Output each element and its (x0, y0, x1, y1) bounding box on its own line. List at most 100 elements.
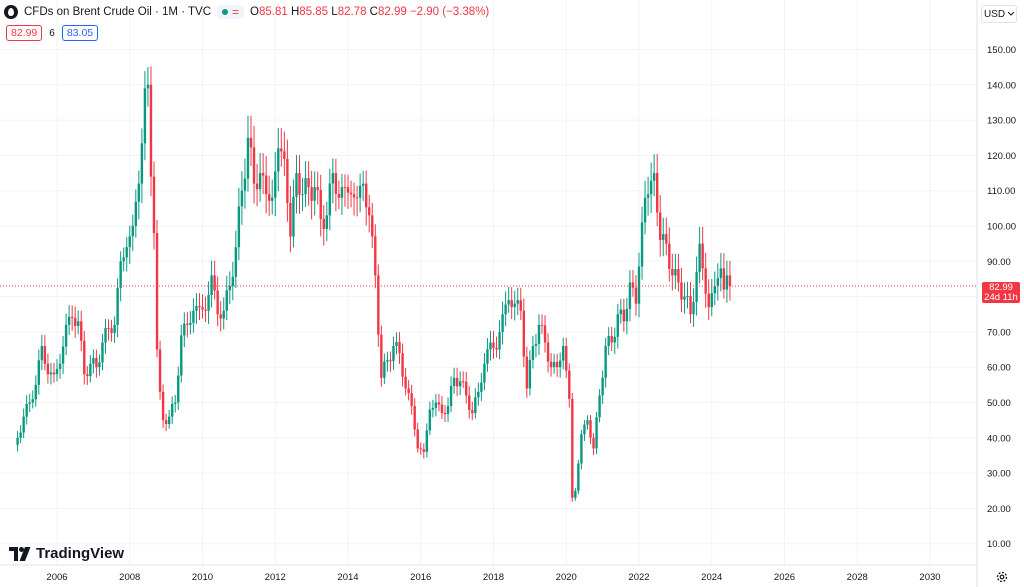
candle-body (40, 346, 44, 361)
candle-body (295, 173, 298, 197)
candle-body (271, 197, 274, 201)
candle-body (337, 193, 341, 198)
candle-body (662, 234, 665, 241)
price-tick-label: 100.00 (987, 222, 1016, 233)
candle-body (183, 323, 186, 336)
candle-body (598, 395, 601, 418)
candle-body (204, 309, 207, 311)
candle-body (643, 197, 647, 223)
sell-button[interactable]: 82.99 (6, 25, 43, 41)
candle-body (246, 137, 250, 179)
price-tick-label: 10.00 (987, 539, 1011, 550)
price-tick-label: 150.00 (987, 45, 1016, 56)
candle-body (25, 403, 28, 417)
candle-body (368, 207, 371, 216)
ohlc-values: O85.81 H85.85 L82.78 C82.99 −2.90 (−3.38… (250, 6, 489, 18)
candle-body (455, 377, 459, 387)
candle-body (413, 406, 416, 430)
candle-body (674, 269, 677, 276)
candle-body (510, 300, 513, 307)
candle-body (695, 271, 698, 303)
candle-body (170, 403, 174, 417)
candle-body (364, 183, 368, 208)
candle-body (86, 374, 89, 377)
price-tick-label: 40.00 (987, 433, 1011, 444)
candle-body (689, 296, 692, 315)
candle-body (628, 282, 632, 310)
candle-body (234, 247, 238, 277)
spread-value: 6 (49, 27, 55, 39)
price-tick-label: 90.00 (987, 257, 1011, 268)
candle-body (565, 346, 568, 371)
candle-body (428, 409, 432, 431)
candle-body (186, 323, 189, 325)
candle-body (728, 275, 732, 287)
candle-body (149, 84, 153, 177)
candle-body (419, 448, 422, 450)
candle-body (313, 187, 316, 201)
ohlc-open-value: 85.81 (259, 6, 288, 18)
candle-body (125, 247, 128, 258)
candle-body (286, 158, 289, 204)
candle-body (280, 148, 283, 152)
candle-body (289, 203, 292, 237)
candle-body (274, 171, 277, 198)
ohlc-change: −2.90 (−3.38%) (409, 6, 490, 18)
equals-icon: = (232, 5, 240, 19)
candle-body (634, 287, 638, 304)
candle-body (725, 275, 729, 290)
candle-body (252, 147, 256, 184)
candle-body (283, 151, 286, 159)
currency-selector[interactable]: USD (981, 5, 1017, 23)
candle-body (422, 449, 425, 452)
candle-body (137, 183, 141, 202)
buy-button[interactable]: 83.05 (61, 25, 99, 41)
candle-body (449, 386, 453, 407)
ohlc-close-label: C (369, 6, 378, 18)
candle-body (301, 194, 304, 196)
candle-body (16, 437, 19, 445)
candle-body (652, 173, 656, 181)
candle-body (577, 463, 580, 491)
candle-body (374, 236, 377, 276)
candle-body (189, 322, 192, 325)
price-tick-label: 130.00 (987, 116, 1016, 127)
candle-body (43, 346, 47, 364)
candle-body (486, 349, 489, 364)
time-axis[interactable]: 2006 2008 2010 2012 2014 2016 2018 2020 2022 2024… (46, 572, 940, 583)
candle-body (383, 361, 386, 378)
candle-body (152, 176, 156, 234)
candle-body (92, 357, 95, 364)
gear-icon[interactable] (995, 570, 1009, 584)
candle-body (216, 290, 219, 315)
candle-body (580, 434, 583, 464)
candle-body (440, 404, 444, 414)
candle-body (586, 420, 589, 425)
tradingview-logo[interactable]: TradingView (9, 545, 124, 562)
candle-body (219, 314, 222, 319)
candle-body (425, 430, 429, 452)
time-tick-label: 2012 (265, 572, 286, 583)
candle-body (401, 353, 404, 377)
symbol-title[interactable]: CFDs on Brent Crude Oil · 1M · TVC (24, 6, 212, 18)
candle-body (119, 261, 122, 288)
candle-body (37, 360, 41, 385)
candle-body (116, 287, 119, 325)
candle-body (128, 236, 131, 248)
price-tick-label: 120.00 (987, 151, 1016, 162)
candle-body (474, 397, 477, 414)
candle-body (19, 432, 22, 438)
ohlc-open-label: O (250, 6, 259, 18)
candlestick-series (16, 66, 732, 502)
candle-body (225, 290, 228, 311)
candle-body (543, 325, 547, 343)
candle-body (240, 190, 244, 207)
market-status-pill[interactable]: = (217, 5, 245, 19)
candle-body (722, 268, 726, 290)
time-tick-label: 2030 (919, 572, 940, 583)
candle-body (719, 268, 723, 279)
candle-body (446, 406, 450, 414)
candle-body (213, 275, 216, 291)
candle-body (622, 309, 626, 322)
